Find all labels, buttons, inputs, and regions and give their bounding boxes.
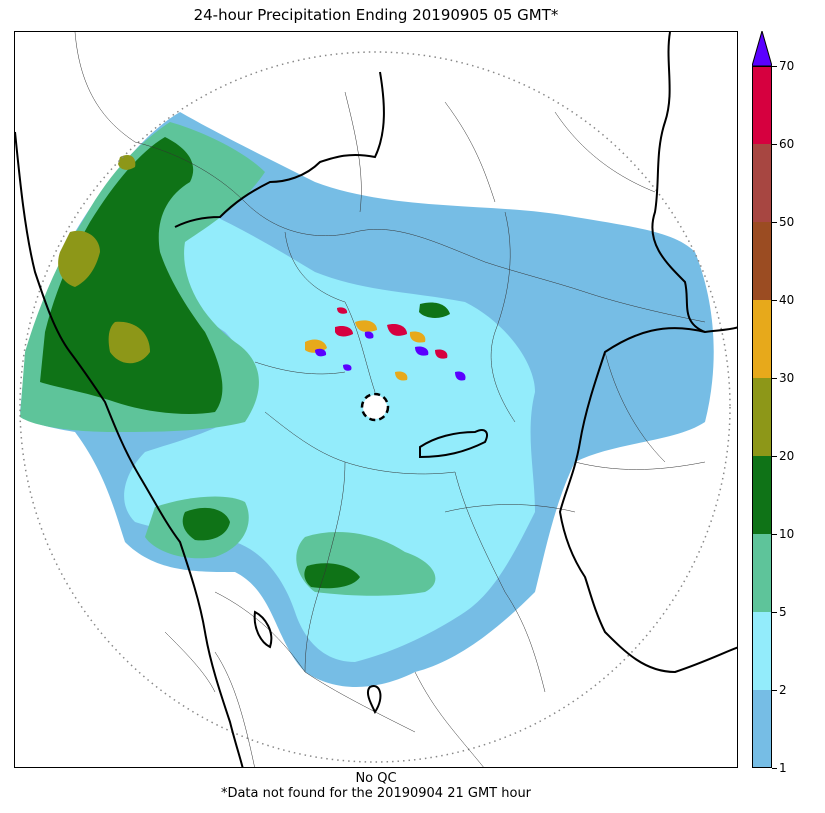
colorbar-segment	[752, 534, 772, 612]
colorbar-segment	[752, 66, 772, 144]
colorbar-tick	[772, 377, 777, 379]
state-boundaries	[15, 32, 737, 767]
colorbar-tick-label: 70	[779, 59, 795, 73]
colorbar-segment	[752, 144, 772, 222]
colorbar-tick	[772, 689, 777, 691]
colorbar-tick-label: 50	[779, 215, 795, 229]
qc-note: No QC	[355, 771, 397, 786]
colorbar-tick-label: 20	[779, 449, 795, 463]
map-title: 24-hour Precipitation Ending 20190905 05…	[193, 6, 559, 24]
colorbar-segment	[752, 690, 772, 768]
range-ring	[19, 51, 731, 763]
colorbar-tick	[772, 611, 777, 613]
colorbar-segment	[752, 378, 772, 456]
map-canvas	[15, 32, 737, 767]
colorbar-tick-label: 10	[779, 527, 795, 541]
precipitation-map[interactable]	[14, 31, 738, 768]
colorbar-segment	[752, 456, 772, 534]
precip-area-20-30	[58, 230, 100, 287]
colorbar-tick	[772, 767, 777, 769]
colorbar-extend-arrow	[752, 31, 772, 67]
precip-area-10-20	[419, 302, 450, 318]
precip-area-10-20	[40, 137, 223, 414]
colorbar-tick-label: 2	[779, 683, 787, 697]
precip-area-20-30	[118, 155, 136, 170]
precip-area-10-20	[182, 507, 230, 541]
colorbar-segment	[752, 222, 772, 300]
colorbar-tick	[772, 65, 777, 67]
missing-data-note: *Data not found for the 20190904 21 GMT …	[220, 786, 532, 801]
district-boundaries	[74, 32, 706, 767]
radar-blind-zone	[363, 395, 387, 419]
colorbar-tick-label: 40	[779, 293, 795, 307]
colorbar-tick-label: 5	[779, 605, 787, 619]
colorbar-segment	[752, 612, 772, 690]
colorbar-tick	[772, 221, 777, 223]
colorbar-segment	[752, 300, 772, 378]
colorbar-tick	[772, 455, 777, 457]
colorbar-tick	[772, 299, 777, 301]
colorbar-tick-label: 30	[779, 371, 795, 385]
precip-area-20-30	[108, 321, 150, 364]
colorbar-tick	[772, 533, 777, 535]
radar-site-marker	[360, 392, 390, 422]
colorbar-tick-label: 60	[779, 137, 795, 151]
precip-area-10-20	[304, 563, 360, 589]
convective-cells	[305, 307, 466, 381]
colorbar-tick-label: 1	[779, 761, 787, 775]
colorbar: 1 2 5 10 20 30 40 50 60 70	[752, 31, 794, 775]
colorbar-tick	[772, 143, 777, 145]
